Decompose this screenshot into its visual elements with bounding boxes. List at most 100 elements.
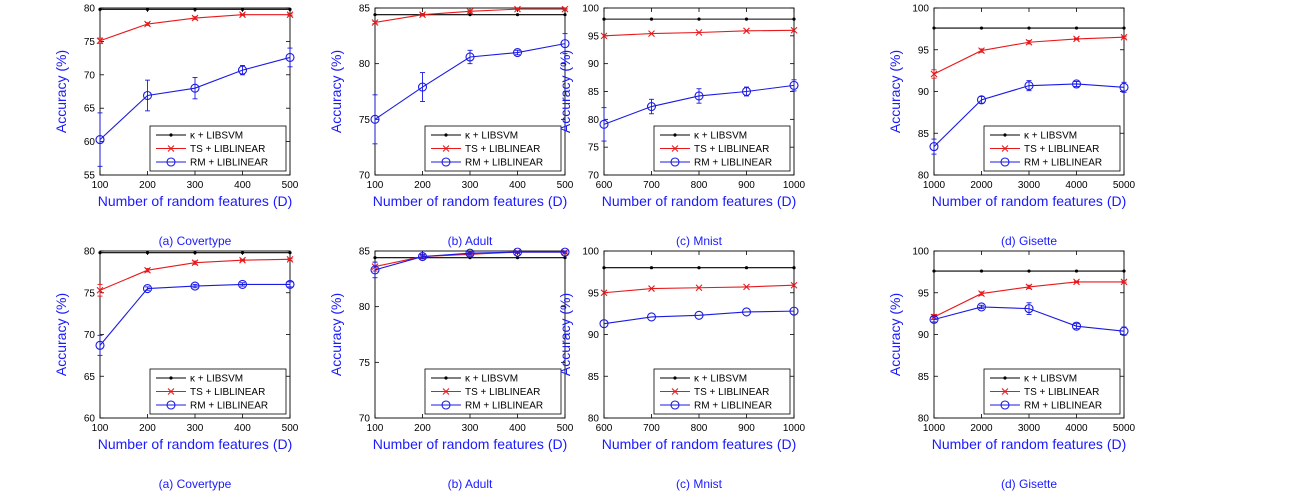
- y-tick-label: 90: [588, 59, 600, 70]
- data-point: [1120, 278, 1128, 286]
- y-tick-label: 70: [359, 171, 371, 182]
- data-point: [602, 266, 606, 270]
- x-tick-label: 200: [139, 180, 156, 191]
- data-point: [1122, 26, 1126, 30]
- y-tick-label: 85: [359, 4, 371, 15]
- data-point: [373, 13, 377, 17]
- data-point: [1119, 326, 1129, 336]
- y-tick-label: 85: [918, 129, 930, 140]
- y-tick-label: 100: [582, 4, 599, 15]
- error-bar: [931, 138, 937, 155]
- y-tick-label: 80: [84, 247, 96, 258]
- legend-marker: [1000, 157, 1010, 167]
- x-tick-label: 700: [643, 423, 660, 434]
- data-point: [373, 256, 377, 260]
- error-bar: [287, 281, 293, 288]
- data-point: [978, 47, 985, 54]
- data-point: [98, 7, 102, 11]
- x-tick-label: 300: [462, 423, 479, 434]
- data-point: [560, 39, 570, 49]
- y-tick-label: 100: [912, 247, 929, 258]
- panel-caption: (a) Covertype: [159, 477, 232, 491]
- data-point: [789, 80, 799, 90]
- data-point: [563, 13, 567, 17]
- data-point: [285, 279, 295, 289]
- legend-label: κ + LIBSVM: [1024, 131, 1077, 142]
- data-point: [96, 37, 104, 45]
- data-point: [649, 17, 654, 21]
- y-tick-label: 80: [588, 115, 600, 126]
- x-tick-label: 500: [282, 423, 299, 434]
- data-point: [419, 11, 426, 19]
- data-point: [929, 142, 939, 152]
- error-bar: [372, 261, 378, 279]
- legend-entry: TS + LIBLINEAR: [156, 144, 265, 155]
- legend-label: κ + LIBSVM: [1024, 374, 1077, 385]
- data-point: [370, 265, 380, 275]
- y-tick-label: 100: [582, 247, 599, 258]
- legend-label: RM + LIBLINEAR: [465, 401, 543, 412]
- data-point: [237, 65, 248, 75]
- legend: κ + LIBSVM TS + LIBLINEAR RM + LIBLINEAR: [149, 368, 287, 415]
- data-point: [1024, 81, 1034, 91]
- legend-entry: TS + LIBLINEAR: [660, 144, 769, 155]
- y-tick-label: 85: [588, 372, 600, 383]
- x-tick-label: 5000: [1113, 180, 1136, 191]
- data-point: [930, 70, 938, 78]
- series-ts-liblinear: [930, 33, 1128, 79]
- data-point: [1071, 79, 1082, 89]
- y-tick-label: 95: [918, 45, 930, 56]
- x-axis-label: Number of random features (D): [932, 193, 1127, 209]
- legend-label: TS + LIBLINEAR: [190, 387, 265, 398]
- series-ts-liblinear: [600, 26, 798, 40]
- data-point: [1025, 38, 1033, 46]
- data-point: [1074, 26, 1079, 30]
- x-tick-label: 3000: [1018, 180, 1041, 191]
- y-tick-label: 65: [84, 372, 96, 383]
- legend-label: RM + LIBLINEAR: [190, 158, 268, 169]
- y-tick-label: 75: [359, 115, 371, 126]
- data-point: [370, 114, 380, 124]
- legend-entry: κ + LIBSVM: [156, 131, 243, 142]
- legend-entry: RM + LIBLINEAR: [156, 400, 268, 412]
- data-point: [466, 7, 474, 15]
- data-point: [1027, 26, 1031, 30]
- legend-label: TS + LIBLINEAR: [1024, 387, 1099, 398]
- x-tick-label: 200: [414, 180, 431, 191]
- data-point: [743, 27, 750, 35]
- y-tick-label: 75: [359, 358, 371, 369]
- chart-panel-8: 1000 2000 3000 4000 5000 80 85 90 95 100 Number of…: [887, 247, 1136, 492]
- data-point: [599, 119, 609, 129]
- y-axis-label: Accuracy (%): [887, 293, 903, 376]
- error-bar: [97, 334, 103, 356]
- x-tick-label: 400: [509, 180, 526, 191]
- legend-marker: [167, 145, 175, 152]
- data-point: [646, 312, 657, 322]
- legend-entry: TS + LIBLINEAR: [990, 144, 1099, 155]
- data-point: [417, 82, 428, 92]
- error-bar: [192, 283, 198, 289]
- x-tick-label: 200: [414, 423, 431, 434]
- x-tick-label: 600: [596, 423, 613, 434]
- legend-label: κ + LIBSVM: [190, 374, 243, 385]
- y-tick-label: 80: [918, 414, 930, 425]
- x-tick-label: 100: [367, 423, 384, 434]
- panel-caption: (c) Mnist: [676, 234, 723, 248]
- legend-entry: TS + LIBLINEAR: [990, 387, 1099, 398]
- data-point: [144, 266, 151, 274]
- legend-label: RM + LIBLINEAR: [1024, 401, 1102, 412]
- data-point: [371, 19, 379, 26]
- x-axis-label: Number of random features (D): [932, 436, 1127, 452]
- y-tick-label: 95: [588, 288, 600, 299]
- error-bar: [515, 250, 520, 254]
- x-tick-label: 900: [738, 423, 755, 434]
- legend-label: TS + LIBLINEAR: [1024, 144, 1099, 155]
- data-point: [744, 266, 749, 270]
- legend-label: RM + LIBLINEAR: [465, 158, 543, 169]
- data-point: [1027, 269, 1031, 273]
- data-point: [285, 52, 295, 62]
- legend-label: RM + LIBLINEAR: [190, 401, 268, 412]
- series-line: [603, 310, 795, 325]
- legend: κ + LIBSVM TS + LIBLINEAR RM + LIBLINEAR: [653, 125, 791, 172]
- data-point: [929, 314, 939, 325]
